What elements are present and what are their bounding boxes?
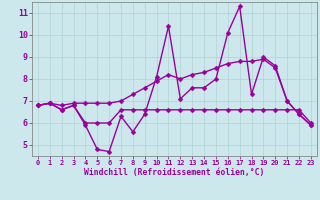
X-axis label: Windchill (Refroidissement éolien,°C): Windchill (Refroidissement éolien,°C) [84, 168, 265, 177]
